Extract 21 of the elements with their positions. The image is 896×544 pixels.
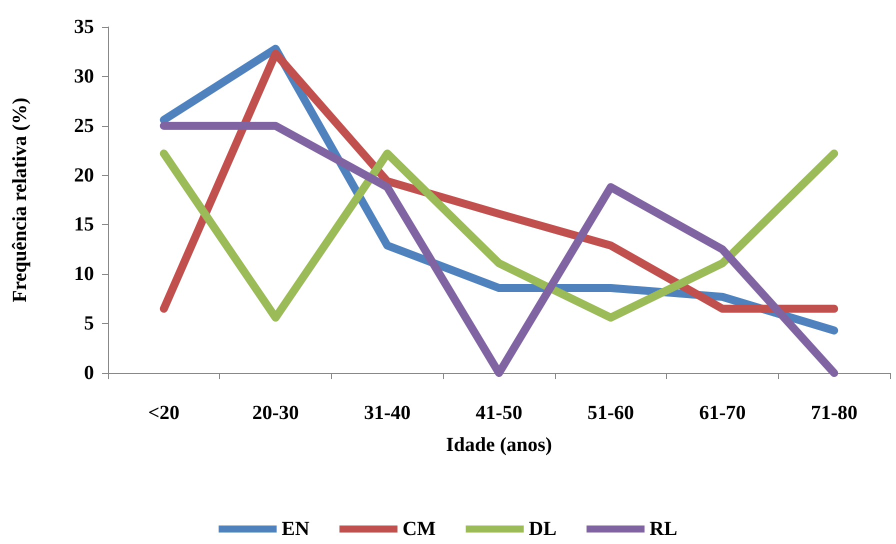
x-tick-label: 20-30 — [252, 402, 299, 424]
x-tick-label: 41-50 — [476, 402, 522, 424]
y-tick-label: 0 — [84, 362, 94, 384]
legend-label: EN — [282, 518, 310, 540]
y-tick-label: 20 — [74, 164, 94, 186]
x-tick-label: 61-70 — [699, 402, 746, 424]
legend-label: CM — [402, 518, 436, 540]
x-tick-label: 51-60 — [587, 402, 634, 424]
y-tick-label: 15 — [74, 214, 94, 236]
x-tick-label: 71-80 — [810, 402, 858, 424]
y-tick-label: 35 — [74, 16, 94, 38]
y-tick-label: 25 — [74, 114, 94, 137]
x-tick-label: 31-40 — [364, 402, 411, 424]
legend-label: DL — [528, 518, 557, 540]
x-tick-label: <20 — [148, 402, 180, 424]
legend-label: RL — [650, 518, 678, 540]
y-tick-label: 10 — [74, 263, 94, 286]
y-tick-label: 30 — [74, 65, 94, 88]
y-axis-title: Frequência relativa (%) — [9, 98, 31, 302]
y-tick-label: 5 — [84, 312, 94, 335]
x-axis-title: Idade (anos) — [446, 434, 552, 456]
